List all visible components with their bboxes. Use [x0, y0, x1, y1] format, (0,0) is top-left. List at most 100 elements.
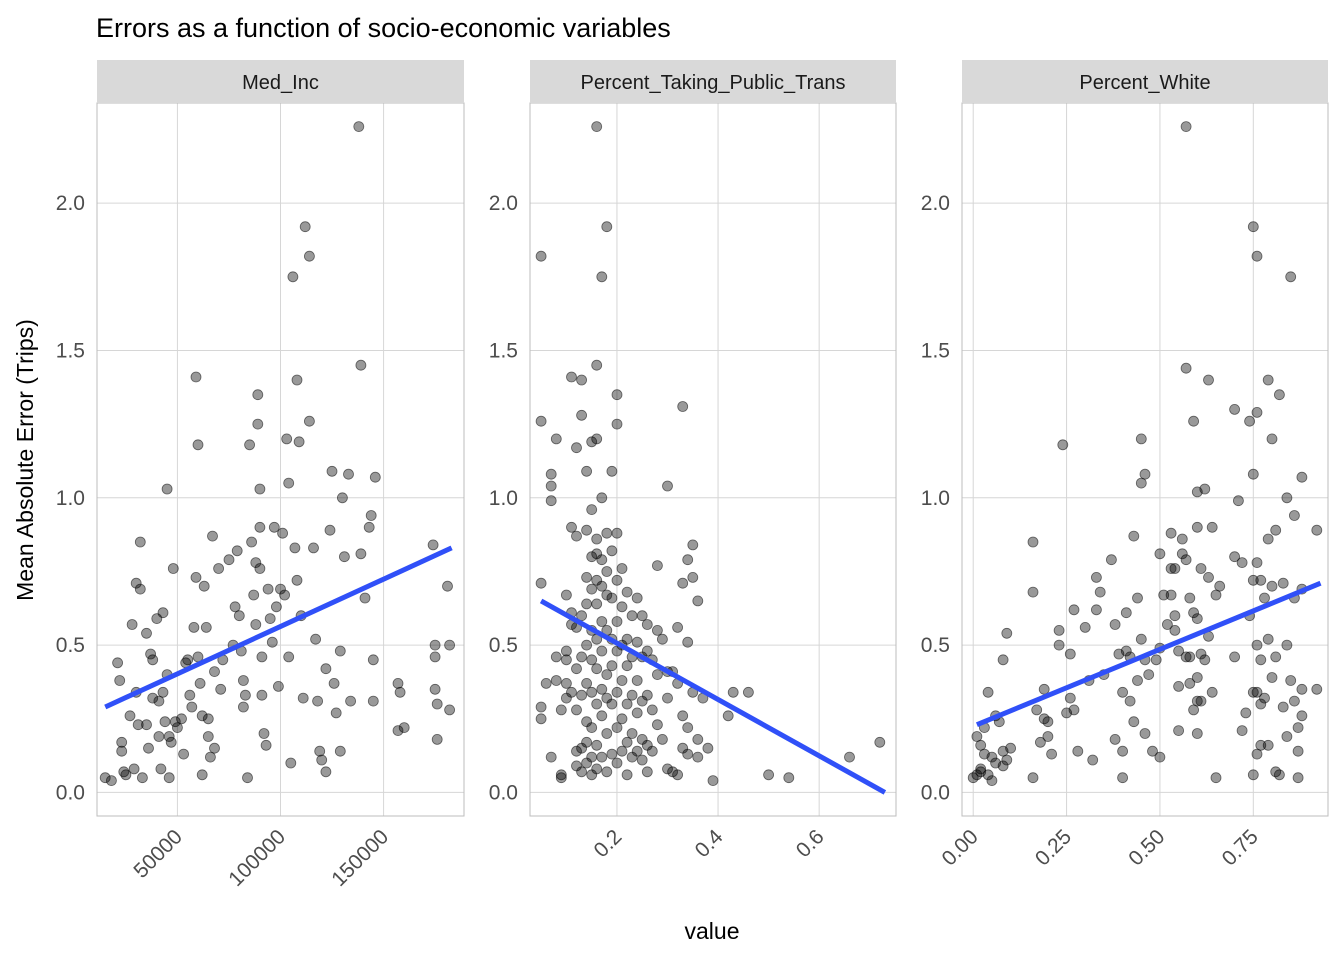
y-tick-label: 0.0 [56, 781, 85, 804]
data-point [223, 554, 235, 566]
data-point [1053, 625, 1065, 636]
data-point [229, 601, 241, 613]
data-point [99, 772, 111, 784]
data-point [130, 577, 142, 589]
data-point [1311, 524, 1323, 536]
data-point [256, 651, 268, 663]
data-point [707, 775, 719, 786]
data-point [1165, 589, 1177, 601]
data-point [576, 374, 587, 386]
data-point [586, 686, 598, 698]
data-point [1195, 695, 1207, 707]
data-point [535, 713, 547, 725]
data-point [1191, 728, 1203, 739]
data-point [192, 439, 204, 451]
data-point [1285, 675, 1297, 686]
data-point [1165, 563, 1177, 574]
data-point [1251, 686, 1263, 698]
data-point [299, 221, 311, 233]
data-point [444, 639, 456, 651]
data-point [182, 654, 194, 666]
data-point [1191, 613, 1203, 624]
data-point [1229, 651, 1240, 663]
data-point [581, 639, 592, 651]
y-tick-label: 1.0 [56, 487, 85, 510]
data-point [571, 530, 582, 542]
data-point [1005, 742, 1016, 754]
data-point [303, 415, 315, 427]
data-point [566, 371, 577, 383]
data-point [237, 701, 249, 713]
data-point [1120, 607, 1132, 619]
data-point [561, 645, 572, 657]
data-point [1117, 772, 1128, 784]
data-point [1292, 772, 1304, 784]
data-point [1233, 495, 1244, 507]
data-point [163, 772, 175, 784]
data-point [652, 669, 663, 680]
data-point [279, 589, 291, 601]
data-point [1251, 406, 1263, 418]
data-point [1154, 548, 1166, 560]
data-point [550, 433, 562, 445]
data-point [975, 763, 987, 775]
data-point [394, 686, 406, 698]
data-point [561, 589, 572, 601]
data-point [1255, 739, 1267, 751]
data-point [783, 772, 795, 784]
data-point [1035, 736, 1046, 748]
data-point [184, 689, 196, 701]
data-point [631, 675, 643, 686]
data-point [1042, 731, 1054, 742]
data-point [626, 728, 638, 739]
data-point [1001, 627, 1013, 639]
data-point [662, 480, 673, 492]
data-point [287, 271, 299, 283]
data-point [611, 757, 623, 769]
data-point [1139, 468, 1151, 480]
data-point [244, 439, 256, 451]
data-point [242, 772, 253, 784]
facet-strip [97, 60, 464, 103]
data-point [176, 713, 187, 725]
y-tick-label: 0.5 [921, 634, 950, 657]
data-point [631, 745, 643, 757]
data-point [601, 728, 613, 739]
data-point [1106, 554, 1117, 566]
data-point [1214, 580, 1226, 592]
data-point [153, 695, 165, 707]
y-tick-label: 1.5 [489, 339, 518, 362]
trend-line [539, 598, 887, 795]
data-point [1188, 607, 1199, 619]
data-point [586, 551, 598, 563]
data-point [591, 433, 603, 445]
data-point [246, 536, 258, 548]
data-point [591, 698, 603, 710]
data-point [330, 707, 342, 719]
data-point [1180, 362, 1192, 374]
data-point [596, 616, 608, 627]
data-point [1289, 510, 1300, 521]
data-point [1057, 439, 1069, 451]
data-point [722, 710, 734, 722]
data-point [1195, 648, 1207, 660]
data-point [1124, 695, 1136, 707]
data-point [596, 751, 608, 763]
data-point [112, 657, 123, 669]
data-point [616, 745, 628, 757]
data-point [576, 689, 587, 701]
data-point [1079, 622, 1091, 633]
data-point [392, 678, 404, 689]
data-point [672, 622, 683, 633]
data-point [1191, 521, 1203, 533]
data-point [1053, 639, 1065, 651]
data-point [621, 736, 633, 748]
data-point [1206, 686, 1218, 698]
data-point [550, 675, 562, 686]
data-point [1184, 592, 1196, 604]
data-point [209, 666, 220, 677]
data-point [646, 745, 658, 757]
data-point [1027, 586, 1039, 598]
data-point [576, 651, 587, 663]
data-point [367, 695, 379, 707]
